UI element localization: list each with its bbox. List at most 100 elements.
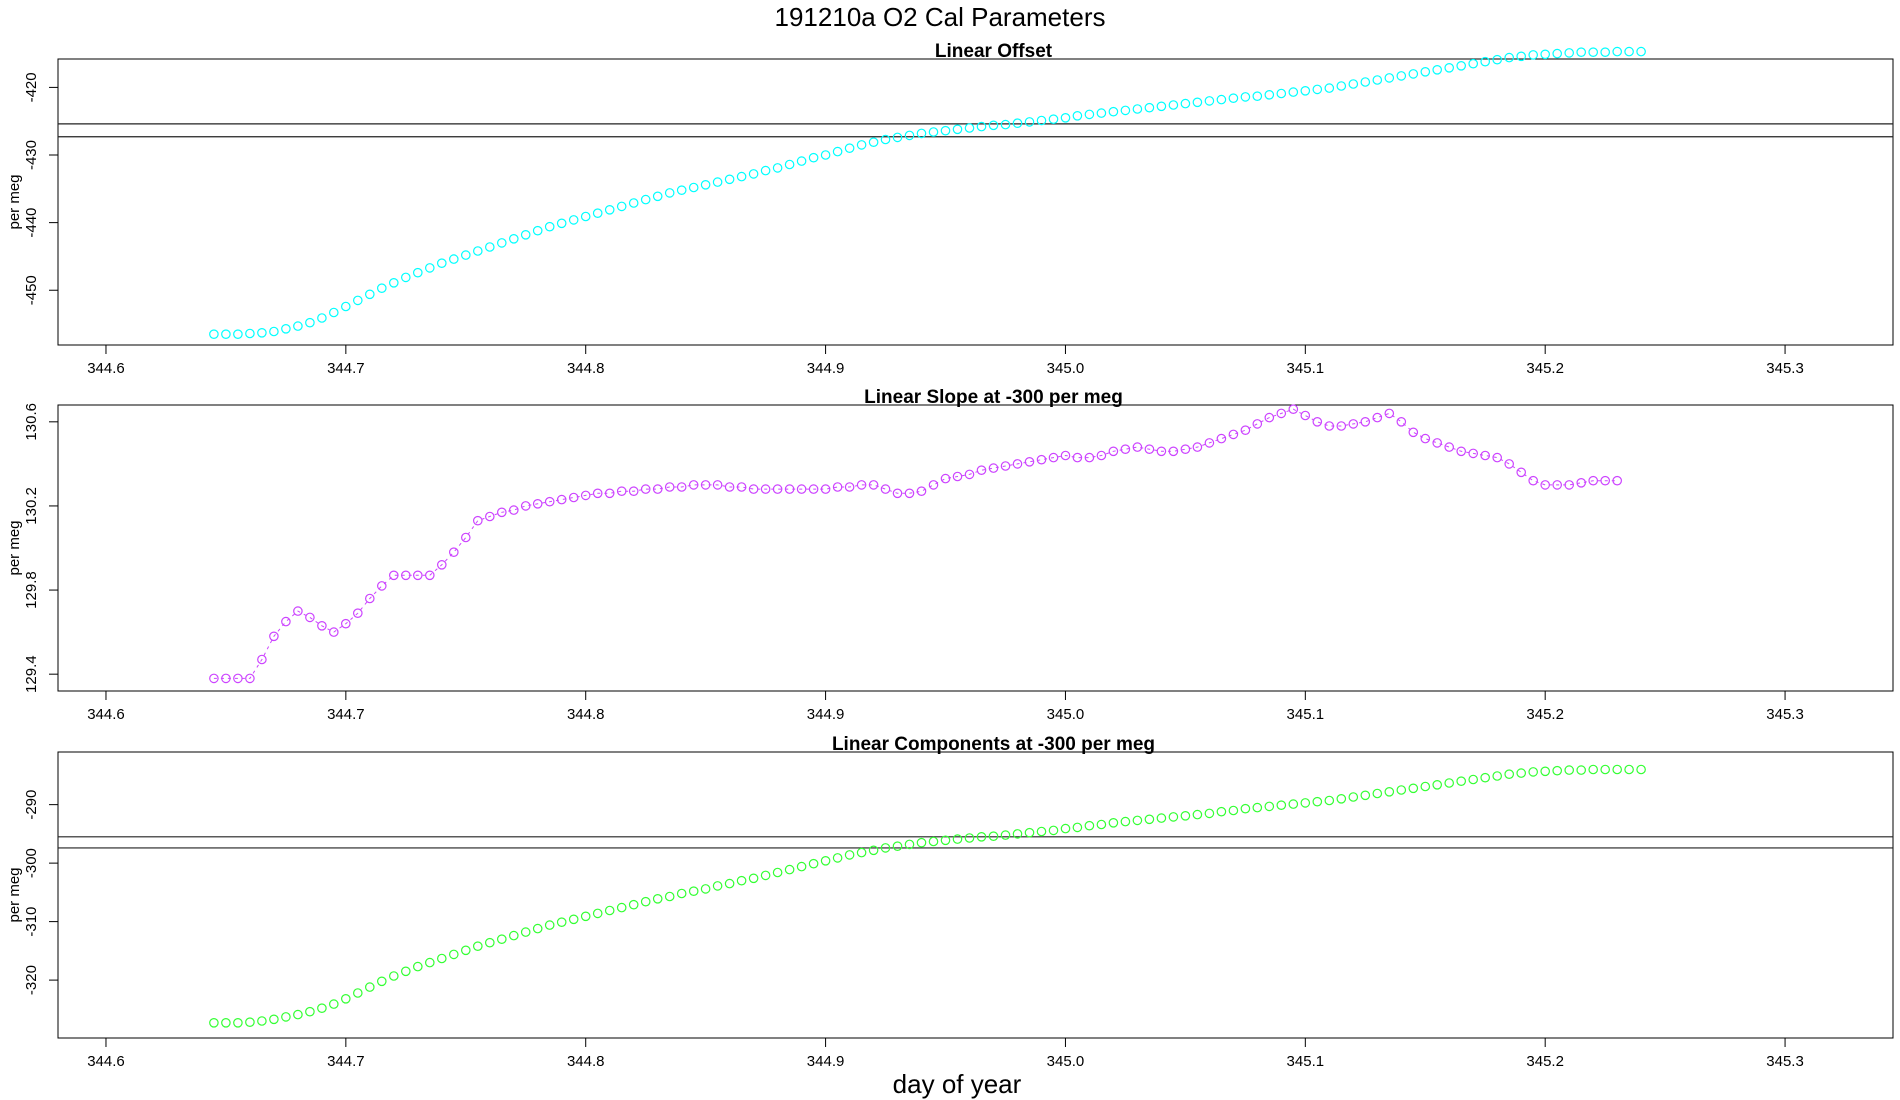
- data-point: [245, 673, 255, 684]
- data-point: [904, 839, 915, 850]
- data-point: [856, 140, 867, 150]
- y-tick-label: 130.6: [23, 403, 40, 441]
- data-point: [1096, 450, 1107, 461]
- x-tick-label: 344.9: [807, 360, 845, 377]
- data-point: [1612, 475, 1622, 486]
- data-point: [424, 957, 435, 968]
- data-point: [1564, 480, 1574, 490]
- data-point: [664, 188, 675, 198]
- data-point: [628, 486, 639, 496]
- data-point: [556, 494, 567, 505]
- data-point: [604, 905, 615, 916]
- data-point: [1528, 475, 1538, 486]
- data-point: [952, 471, 963, 482]
- data-point: [928, 480, 939, 490]
- data-point: [1252, 419, 1263, 429]
- data-point: [880, 843, 891, 853]
- data-point: [1516, 467, 1526, 478]
- data-point: [1564, 48, 1574, 58]
- data-point: [1108, 106, 1119, 117]
- data-point: [1096, 108, 1107, 118]
- data-point: [1576, 47, 1586, 57]
- data-point: [1444, 63, 1454, 73]
- data-point: [1180, 98, 1191, 109]
- data-point: [832, 482, 843, 492]
- data-point: [1588, 475, 1598, 486]
- data-point: [1120, 816, 1131, 827]
- data-point: [1456, 776, 1466, 786]
- data-point: [448, 547, 459, 557]
- data-point: [592, 908, 603, 919]
- data-point: [233, 1017, 243, 1028]
- plot-frame: [57, 751, 1894, 1039]
- data-point: [221, 329, 231, 339]
- data-point: [880, 134, 891, 145]
- data-point: [1384, 73, 1395, 83]
- data-point: [796, 484, 807, 494]
- y-axis-label: per meg: [6, 174, 23, 229]
- data-point: [1312, 84, 1323, 95]
- data-point: [1480, 772, 1490, 783]
- data-point: [1216, 94, 1227, 105]
- data-point: [508, 930, 519, 941]
- data-point: [317, 1003, 327, 1013]
- data-point: [1636, 46, 1646, 57]
- data-point: [592, 208, 603, 218]
- x-tick-label: 344.6: [87, 1053, 125, 1070]
- data-point: [1192, 97, 1203, 108]
- data-point: [400, 272, 411, 283]
- x-tick-label: 345.0: [1047, 1053, 1085, 1070]
- data-point: [269, 326, 279, 337]
- data-point: [1408, 783, 1419, 794]
- data-point: [1336, 421, 1347, 431]
- data-point: [245, 1017, 255, 1027]
- data-point: [245, 328, 255, 339]
- figure-title: 191210a O2 Cal Parameters: [775, 2, 1106, 32]
- data-point: [293, 606, 303, 616]
- x-tick-label: 344.6: [87, 360, 125, 377]
- data-point: [233, 673, 243, 684]
- data-point: [652, 484, 663, 494]
- data-point: [1252, 802, 1263, 813]
- data-point: [1384, 786, 1395, 797]
- data-point: [1372, 75, 1383, 85]
- data-point: [820, 150, 831, 160]
- data-point: [1576, 765, 1586, 775]
- x-tick-label: 345.3: [1766, 360, 1804, 377]
- data-point: [257, 327, 267, 338]
- data-point: [544, 221, 555, 232]
- data-point: [436, 258, 447, 268]
- data-point: [1600, 47, 1610, 57]
- data-point: [472, 515, 483, 526]
- data-point: [484, 937, 495, 948]
- data-point: [1228, 429, 1239, 440]
- data-point: [784, 159, 795, 170]
- data-point: [352, 988, 363, 998]
- data-point: [448, 254, 459, 264]
- data-point: [976, 465, 987, 475]
- data-point: [1144, 814, 1155, 825]
- data-point: [1144, 102, 1155, 113]
- data-point: [568, 215, 579, 225]
- data-point: [1048, 114, 1059, 124]
- x-tick-label: 344.7: [327, 360, 365, 377]
- data-point: [412, 570, 423, 581]
- data-point: [988, 831, 999, 841]
- data-point: [1468, 774, 1478, 785]
- data-point: [448, 949, 459, 960]
- data-point: [1048, 825, 1059, 836]
- x-tick-label: 345.0: [1047, 706, 1085, 723]
- data-point: [281, 616, 291, 627]
- data-point: [1300, 410, 1311, 421]
- data-point: [1012, 118, 1023, 128]
- data-point: [1072, 822, 1083, 833]
- data-point: [856, 480, 867, 490]
- data-point: [1240, 92, 1251, 102]
- data-point: [1492, 54, 1502, 65]
- data-point: [820, 484, 831, 494]
- data-point: [544, 920, 555, 930]
- data-point: [1324, 421, 1335, 431]
- data-point: [676, 185, 687, 195]
- data-point: [700, 180, 711, 190]
- data-point: [748, 169, 759, 179]
